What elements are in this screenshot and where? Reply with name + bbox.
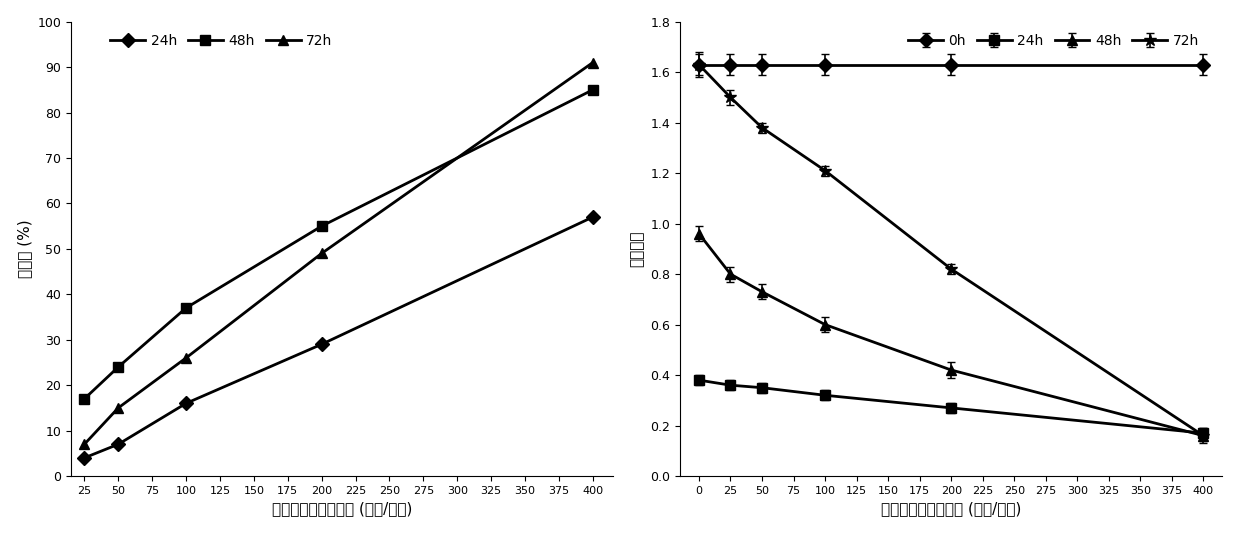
24h [585,214,600,220]
72h [110,405,125,411]
72h [585,59,600,66]
48h [585,87,600,93]
Line: 72h: 72h [79,58,597,449]
Line: 48h: 48h [79,85,597,403]
48h [77,395,92,402]
Legend: 0h, 24h, 48h, 72h: 0h, 24h, 48h, 72h [903,29,1204,54]
Line: 24h: 24h [79,212,597,463]
72h [315,250,330,256]
24h [110,441,125,447]
48h [110,364,125,370]
72h [178,355,193,361]
24h [77,455,92,461]
24h [315,341,330,348]
X-axis label: 盐酸左氧氟沙星浓度 (微克/毫升): 盐酸左氧氟沙星浓度 (微克/毫升) [271,502,413,516]
Legend: 24h, 48h, 72h: 24h, 48h, 72h [105,29,338,54]
48h [178,305,193,311]
48h [315,223,330,229]
Y-axis label: 光密度値: 光密度値 [629,231,644,267]
24h [178,400,193,407]
X-axis label: 盐酸左氧氟沙星浓度 (微克/毫升): 盐酸左氧氟沙星浓度 (微克/毫升) [881,502,1021,516]
72h [77,441,92,447]
Y-axis label: 抑制率 (%): 抑制率 (%) [16,220,32,278]
